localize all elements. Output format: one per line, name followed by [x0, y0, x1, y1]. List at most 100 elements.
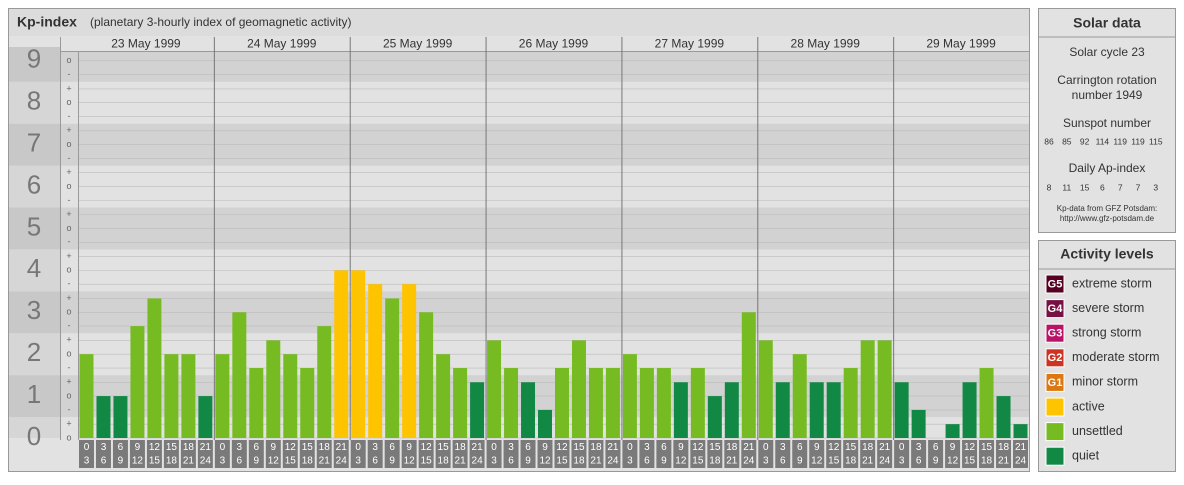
interval-label: 12	[149, 442, 161, 453]
interval-label: 24	[336, 456, 348, 467]
sunspot-value: 119	[1113, 136, 1127, 146]
interval-box	[299, 440, 315, 468]
interval-label: 18	[319, 442, 331, 453]
interval-label: 15	[421, 456, 433, 467]
solar-panel	[1038, 8, 1176, 233]
y-subtick-label: +	[66, 209, 71, 219]
interval-label: 6	[525, 442, 531, 453]
legend-code: G3	[1048, 328, 1063, 340]
bar	[249, 368, 264, 438]
interval-box	[707, 440, 723, 468]
interval-label: 18	[726, 442, 738, 453]
interval-label: 15	[285, 456, 297, 467]
y-subtick-label: +	[66, 83, 71, 93]
bar	[198, 396, 213, 438]
ap-value: 11	[1062, 182, 1071, 192]
interval-box	[214, 440, 230, 468]
interval-label: 12	[404, 456, 416, 467]
bar	[979, 368, 994, 438]
legend-label: moderate storm	[1072, 350, 1160, 364]
interval-label: 3	[237, 442, 243, 453]
y-tick-label: 2	[27, 337, 41, 367]
legend-label: quiet	[1072, 448, 1100, 462]
sunspot-value: 115	[1149, 136, 1163, 146]
source: Kp-data from GFZ Potsdam:	[1057, 204, 1157, 213]
ap-value: 7	[1118, 182, 1123, 192]
interval-label: 21	[183, 456, 195, 467]
date-label: 25 May 1999	[383, 37, 453, 51]
bar	[656, 368, 671, 438]
y-subtick-label: o	[66, 307, 71, 317]
bar	[894, 382, 909, 438]
band	[9, 417, 60, 438]
y-subtick-label: -	[68, 195, 71, 205]
bar	[809, 382, 824, 438]
y-subtick-label: -	[68, 362, 71, 372]
sunspot-value: 85	[1062, 136, 1072, 146]
y-subtick-label: +	[66, 167, 71, 177]
bar	[385, 298, 400, 438]
interval-label: 9	[933, 456, 939, 467]
interval-label: 15	[302, 442, 314, 453]
interval-box	[809, 440, 825, 468]
interval-label: 9	[389, 456, 395, 467]
interval-box	[367, 440, 383, 468]
interval-box	[486, 440, 502, 468]
bar	[741, 312, 756, 438]
interval-label: 3	[220, 456, 226, 467]
y-tick-label: 6	[27, 169, 41, 199]
legend-label: extreme storm	[1072, 276, 1152, 290]
y-subtick-label: +	[66, 251, 71, 261]
date-label: 24 May 1999	[247, 37, 317, 51]
interval-label: 21	[607, 442, 619, 453]
interval-label: 21	[455, 456, 467, 467]
bar	[690, 368, 705, 438]
interval-label: 9	[542, 442, 548, 453]
bar	[962, 382, 977, 438]
interval-label: 3	[899, 456, 905, 467]
interval-label: 12	[675, 456, 687, 467]
sunspot-value: 114	[1096, 136, 1110, 146]
interval-label: 3	[101, 442, 107, 453]
interval-label: 6	[101, 456, 107, 467]
bar	[724, 382, 739, 438]
y-subtick-label: -	[68, 320, 71, 330]
interval-box	[979, 440, 995, 468]
bar	[334, 270, 349, 438]
bar	[521, 382, 536, 438]
bar	[130, 326, 145, 438]
interval-box	[520, 440, 536, 468]
interval-label: 9	[525, 456, 531, 467]
interval-label: 9	[814, 442, 820, 453]
interval-box	[724, 440, 740, 468]
interval-label: 21	[743, 442, 755, 453]
interval-box	[962, 440, 978, 468]
interval-label: 6	[661, 442, 667, 453]
y-subtick-label: o	[66, 265, 71, 275]
bar	[215, 354, 230, 438]
interval-label: 3	[916, 442, 922, 453]
bar	[758, 340, 773, 438]
band	[9, 249, 60, 292]
legend-swatch	[1045, 397, 1065, 417]
interval-label: 18	[302, 456, 314, 467]
interval-label: 6	[780, 456, 786, 467]
date-label: 29 May 1999	[926, 37, 996, 51]
interval-label: 3	[508, 442, 514, 453]
band	[9, 333, 60, 376]
interval-box	[775, 440, 791, 468]
y-subtick-label: o	[66, 349, 71, 359]
bar	[232, 312, 247, 438]
bar	[707, 396, 722, 438]
interval-label: 3	[627, 456, 633, 467]
interval-label: 0	[84, 442, 90, 453]
interval-label: 6	[508, 456, 514, 467]
interval-box	[384, 440, 400, 468]
y-subtick-label: -	[68, 404, 71, 414]
interval-box	[996, 440, 1012, 468]
interval-label: 21	[862, 456, 874, 467]
legend-swatch	[1045, 446, 1065, 466]
interval-label: 24	[472, 456, 484, 467]
bar	[504, 368, 519, 438]
